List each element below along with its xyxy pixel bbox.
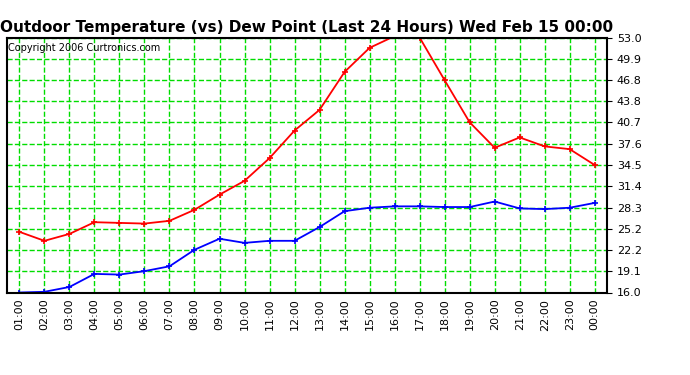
Text: Copyright 2006 Curtronics.com: Copyright 2006 Curtronics.com [8, 43, 160, 52]
Title: Outdoor Temperature (vs) Dew Point (Last 24 Hours) Wed Feb 15 00:00: Outdoor Temperature (vs) Dew Point (Last… [1, 20, 613, 35]
